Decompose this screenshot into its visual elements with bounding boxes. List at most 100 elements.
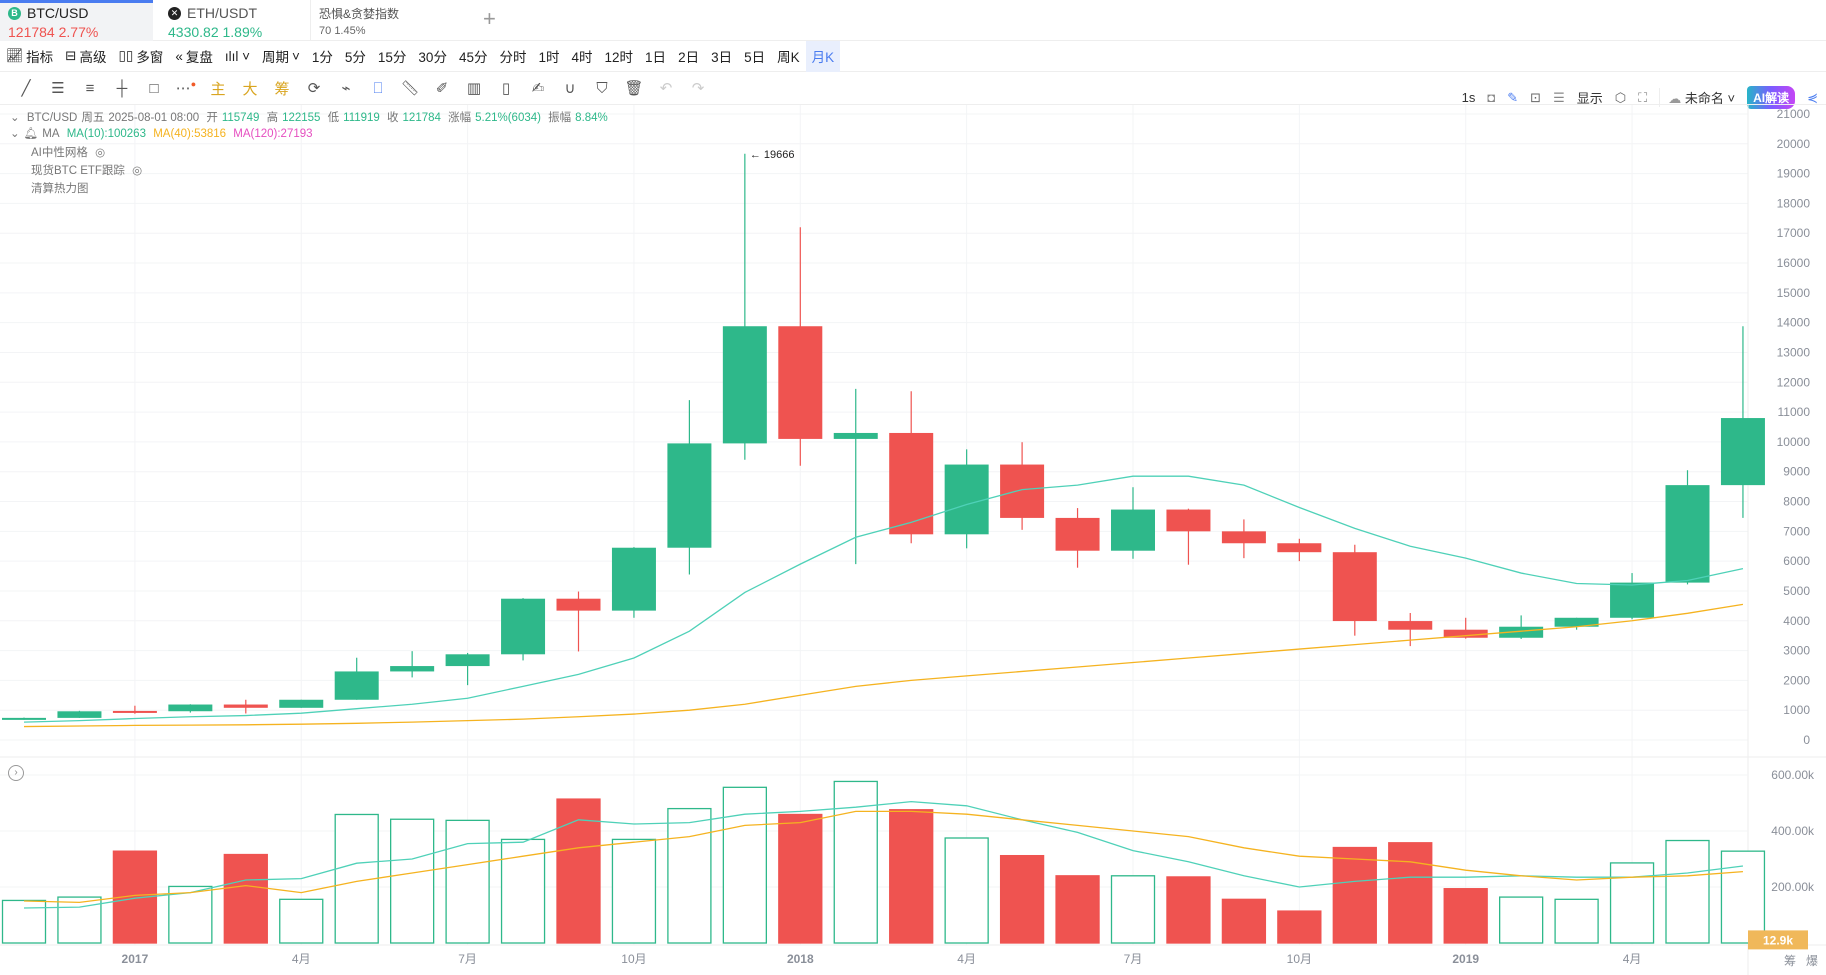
refresh-rate[interactable]: 1s [1461,90,1476,105]
multi-window-icon: ▯▯ [118,48,134,63]
rectangle-icon[interactable]: □ [149,79,159,97]
candles-icon: ılıl ˅ [224,48,250,64]
chip-button[interactable]: 筹 [274,80,290,98]
collapse-icon[interactable]: ⌄ [10,128,20,140]
legend-datetime: 2025-08-01 08:00 [108,112,200,124]
advanced-button[interactable]: ⊟ 高级 [59,41,112,72]
box-icon[interactable]: ▯ [501,80,511,97]
note-icon[interactable]: ✍ [531,80,545,97]
candle-body [501,598,546,655]
volume-bar [500,838,546,944]
chevron-down-icon: ˅ [291,48,300,64]
price-tick: 11000 [1778,405,1811,419]
add-tab-button[interactable]: + [483,6,496,31]
parallel-lines-icon[interactable]: ☰ [51,80,65,97]
indicators-button[interactable]: 📈︎ 指标 [0,41,59,72]
display-button[interactable]: 显示 [1576,91,1603,106]
interval-2[interactable]: 15分 [377,50,407,65]
time-tick: 2018 [787,952,814,966]
collapse-icon[interactable]: ⌄ [10,112,20,124]
candle-body [556,598,601,611]
more-icon[interactable]: ⋯● [175,79,197,97]
interval-1[interactable]: 5分 [344,50,366,65]
tab-price: 70 [319,25,332,37]
candle-body [833,432,878,439]
ruler-icon[interactable]: 📏︎ [400,80,420,97]
candle-body [112,710,157,713]
interval-5[interactable]: 分时 [499,50,527,65]
pencil-icon[interactable]: ✎ [1507,89,1519,105]
overlay-etf[interactable]: 现货BTC ETF跟踪 ◎ [31,162,146,178]
close-label: 收 [387,112,399,124]
interval-6[interactable]: 1时 [538,50,560,65]
interval-13[interactable]: 周K [777,50,800,65]
brush-icon[interactable]: ⌁ [341,80,351,97]
price-chart[interactable]: 0 1000 2000 3000 4000 5000 6000 7000 8000 9000 100… [0,105,1826,975]
horizontal-line-icon[interactable]: ┼ [116,79,128,97]
pen-icon[interactable]: ✐ [435,80,449,97]
time-tick: 7月 [458,952,477,966]
interval-3[interactable]: 30分 [418,50,447,65]
replay-button[interactable]: «复盘 [169,41,219,72]
tab-btc-usd[interactable]: B BTC/USD 121784 2.77% [0,0,153,41]
multi-window-button[interactable]: ▯▯ 多窗 [112,41,169,72]
candle-body [57,711,102,718]
settings-icon[interactable]: ⬡ [1614,89,1627,105]
interval-10[interactable]: 2日 [678,50,700,65]
filter-icon[interactable]: ⛉ [596,79,608,97]
eye-off-icon[interactable]: ◎ [95,147,106,159]
volume-bar [778,813,823,944]
interval-7[interactable]: 4时 [571,50,593,65]
interval-8[interactable]: 12时 [604,50,634,65]
liquidation-label: 爆 [1806,954,1818,968]
channel-icon[interactable]: ≡ [85,79,95,97]
period-dropdown[interactable]: 周期 ˅ [256,41,306,72]
price-tick: 18000 [1777,196,1811,210]
symbol-tabs: B BTC/USD 121784 2.77% ✕ ETH/USDT 4330.82 … [0,0,1826,41]
interval-0[interactable]: 1分 [311,50,333,65]
candle-tool-icon[interactable]: ▥ [466,80,482,97]
magnet-icon[interactable]: ∪ [564,80,576,97]
share-icon[interactable]: ⋞ [1807,89,1818,105]
trend-line-icon[interactable]: ╱ [21,80,31,97]
tab-fear-greed[interactable]: 恐惧&贪婪指数 70 1.45% [310,0,465,41]
volume-bar [168,885,213,944]
redo-icon[interactable]: ↷ [691,80,705,97]
camera-icon[interactable]: ◘ [1487,90,1496,105]
overlay-ai-grid[interactable]: AI中性网格 ◎ [31,144,109,160]
ai-analysis-button[interactable]: AI解读 [1747,86,1796,109]
price-tick: 2000 [1783,673,1810,687]
list-icon[interactable]: ☰ [1553,89,1565,105]
volume-bar [611,838,657,944]
interval-4[interactable]: 45分 [458,50,488,65]
ohlc-legend: ⌄ BTC/USD 周五 2025-08-01 08:00 开 115749 高 122… [10,109,612,125]
chart-type-button[interactable]: ılıl ˅ [219,41,256,72]
interval-11[interactable]: 3日 [711,50,733,65]
interval-9[interactable]: 1日 [645,50,667,65]
legend-symbol: BTC/USD [26,112,78,124]
tab-eth-usdt[interactable]: ✕ ETH/USDT 4330.82 1.89% [160,0,310,41]
label: 复盘 [185,50,213,65]
last-volume-marker [1748,930,1808,950]
layout-dropdown[interactable]: ☁ 未命名 ˅ [1659,88,1735,107]
eye-off-icon[interactable]: ◎ [132,165,143,177]
add-panel-icon[interactable]: ⊡ [1530,89,1542,105]
label: 多窗 [136,50,164,65]
undo-icon[interactable]: ↶ [659,80,673,97]
sync-icon[interactable]: ⟳ [307,80,321,97]
fullscreen-icon[interactable]: ⛶ [1638,89,1648,105]
tab-change: 1.89% [222,24,263,40]
low-value: 111919 [343,112,380,124]
big-order-button[interactable]: 大 [242,80,258,98]
bell-icon[interactable]: 🔔︎ [23,128,39,140]
candle-body [1166,509,1211,532]
overlay-heatmap[interactable]: 清算热力图 [31,180,93,196]
layout-name: 未命名 [1684,91,1724,106]
interval-12[interactable]: 5日 [744,50,766,65]
trash-icon[interactable]: 🗑︎ [624,80,644,97]
volume-tick: 200.00k [1771,880,1815,894]
main-chart-button[interactable]: 主 [210,80,226,98]
bookmark-icon[interactable]: ⎕ [373,79,383,97]
interval-14[interactable]: 月K [805,40,841,72]
expand-volume-icon[interactable]: › [8,765,24,781]
